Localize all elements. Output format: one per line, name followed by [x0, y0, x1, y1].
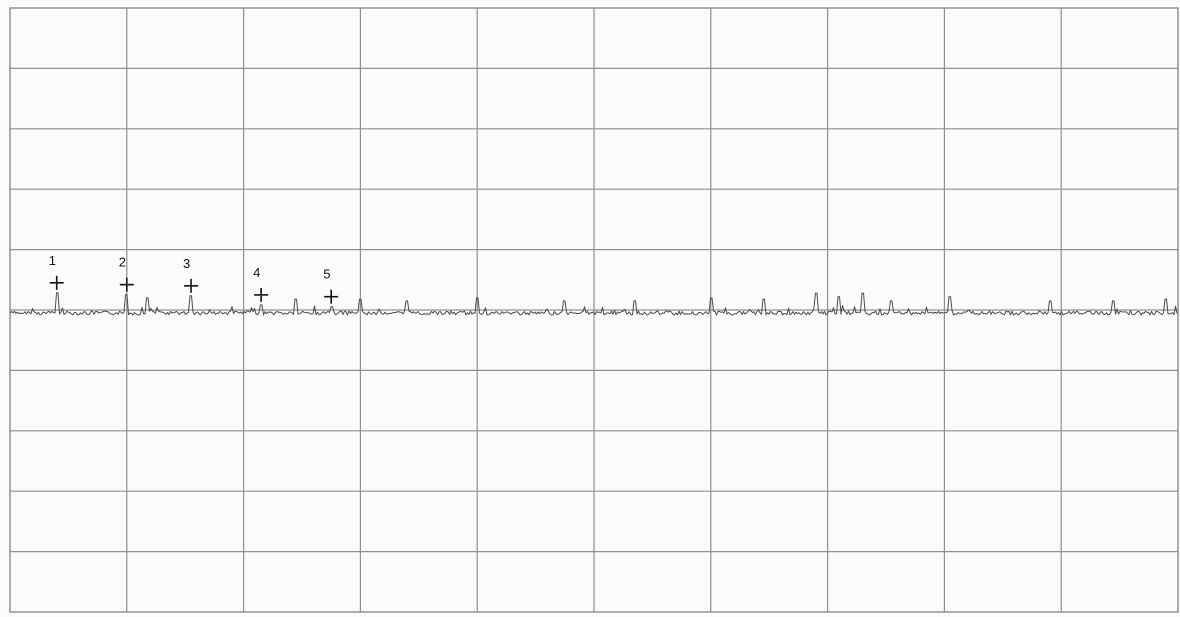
marker-label: 4 [253, 265, 260, 280]
marker-2: 2 [119, 255, 134, 292]
marker-label: 2 [119, 255, 126, 270]
marker-label: 1 [49, 253, 56, 268]
grid-frame [9, 7, 1179, 613]
marker-5: 5 [323, 267, 339, 304]
marker-label: 5 [323, 267, 330, 282]
graticule [9, 7, 1179, 613]
marker-group: 1 2 3 4 5 [49, 253, 339, 304]
marker-1: 1 [49, 253, 64, 290]
marker-label: 3 [183, 256, 190, 271]
signal-trace [9, 292, 1178, 316]
marker-3: 3 [183, 256, 199, 293]
marker-4: 4 [253, 265, 269, 302]
